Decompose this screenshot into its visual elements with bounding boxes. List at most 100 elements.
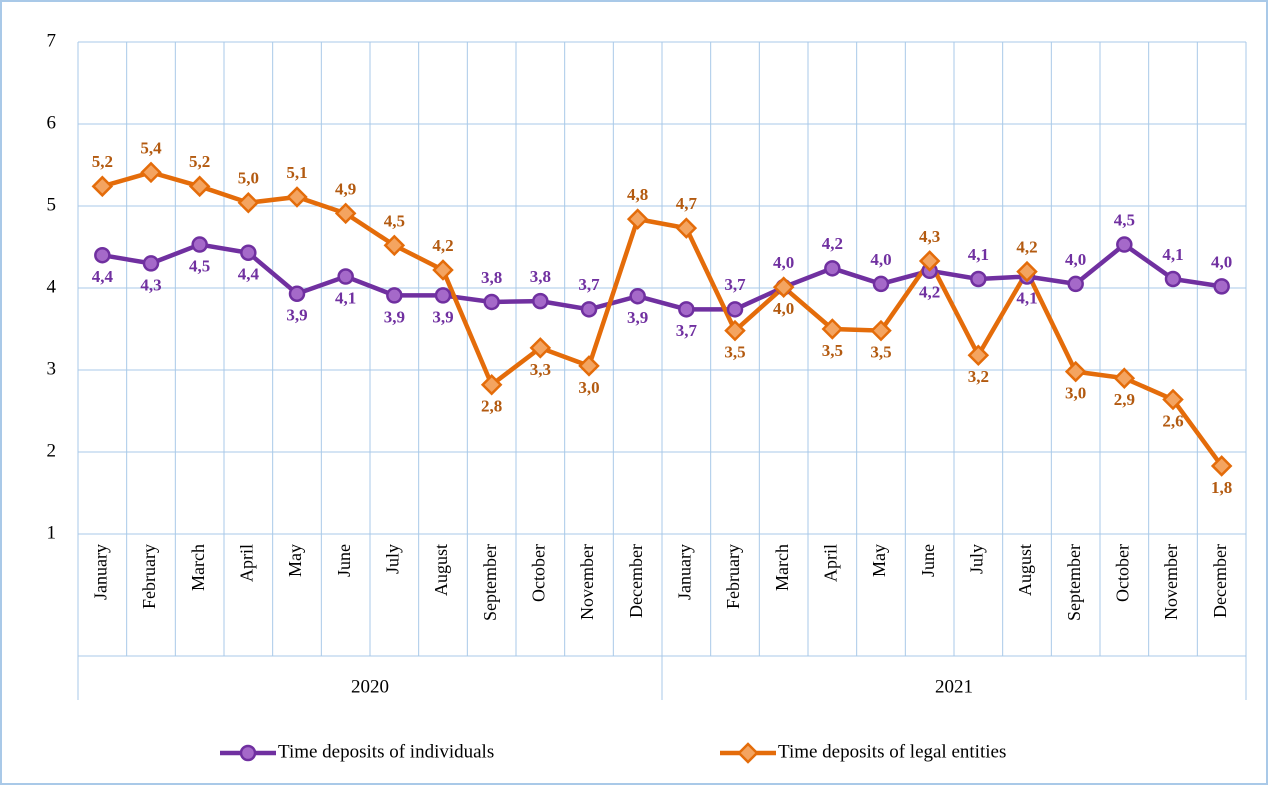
point-marker (1210, 455, 1233, 477)
point-marker (337, 268, 354, 285)
x-tick-label: November (1161, 544, 1181, 620)
x-tick-label: June (918, 544, 938, 577)
value-label: 3,0 (578, 378, 599, 397)
point-marker (432, 259, 454, 281)
point-marker (678, 301, 695, 318)
value-label: 4,5 (384, 211, 405, 230)
value-label: 3,7 (676, 321, 698, 340)
value-label: 4,2 (432, 236, 453, 255)
value-label: 5,2 (92, 152, 113, 171)
point-marker (1064, 360, 1087, 383)
point-marker (142, 255, 160, 272)
y-tick-label: 2 (47, 440, 57, 461)
value-label: 2,8 (481, 397, 502, 416)
x-tick-label: March (188, 544, 208, 591)
point-marker (480, 373, 503, 396)
value-label: 3,8 (530, 267, 551, 286)
value-label: 5,2 (189, 152, 210, 171)
x-tick-label: January (90, 544, 110, 600)
value-label: 4,7 (676, 194, 698, 213)
x-tick-label: October (528, 544, 548, 602)
point-marker (532, 292, 549, 310)
point-marker (288, 285, 306, 302)
y-tick-label: 3 (47, 358, 57, 379)
legend-label: Time deposits of individuals (278, 741, 494, 762)
point-marker (91, 175, 114, 198)
value-label: 3,5 (724, 343, 745, 362)
value-label: 3,5 (822, 341, 843, 360)
value-label: 4,4 (238, 265, 260, 284)
x-tick-label: August (431, 544, 451, 596)
y-tick-label: 7 (47, 30, 57, 51)
value-label: 4,2 (1016, 238, 1037, 257)
point-marker (237, 191, 260, 214)
point-marker (918, 250, 941, 272)
value-label: 2,6 (1162, 411, 1183, 430)
value-label: 3,2 (968, 367, 989, 386)
value-label: 3,9 (432, 307, 453, 326)
x-tick-label: May (285, 544, 305, 577)
x-tick-label: April (820, 544, 840, 582)
y-tick-label: 1 (47, 522, 57, 543)
value-label: 5,1 (286, 163, 307, 182)
point-marker (870, 319, 892, 342)
x-tick-label: September (480, 544, 500, 621)
y-tick-label: 4 (47, 276, 57, 297)
legend-marker (239, 744, 257, 762)
x-tick-label: July (966, 544, 986, 574)
point-marker (872, 275, 890, 293)
value-label: 4,0 (1065, 250, 1086, 269)
value-label: 4,0 (773, 253, 794, 272)
value-label: 3,7 (724, 275, 746, 294)
x-tick-label: May (869, 544, 889, 577)
value-label: 4,3 (919, 227, 940, 246)
value-label: 4,0 (773, 299, 794, 318)
x-tick-label: July (382, 544, 402, 574)
x-tick-label: September (1064, 544, 1084, 621)
legend-label: Time deposits of legal entities (778, 741, 1006, 762)
value-label: 4,2 (822, 234, 843, 253)
point-marker (286, 186, 308, 208)
point-marker (1116, 236, 1133, 253)
point-marker (1016, 260, 1038, 283)
x-tick-label: March (772, 544, 792, 591)
value-label: 4,5 (189, 256, 210, 275)
value-label: 3,3 (530, 360, 551, 379)
value-label: 4,1 (1016, 288, 1037, 307)
point-marker (1162, 388, 1184, 411)
point-marker (578, 355, 600, 377)
year-label: 2020 (351, 676, 389, 697)
point-marker (529, 337, 552, 359)
point-marker (821, 318, 844, 340)
x-tick-label: February (723, 544, 743, 609)
point-marker (1164, 270, 1182, 288)
value-label: 4,5 (1114, 210, 1135, 229)
x-tick-label: January (674, 544, 694, 600)
legend-marker (737, 742, 759, 764)
x-tick-label: June (334, 544, 354, 577)
point-marker (1067, 275, 1084, 293)
x-tick-label: November (577, 544, 597, 620)
value-label: 4,1 (1162, 245, 1183, 264)
point-marker (94, 246, 111, 264)
point-marker (191, 236, 208, 253)
value-label: 4,3 (140, 275, 161, 294)
value-label: 4,0 (1211, 252, 1232, 271)
point-marker (970, 270, 987, 288)
value-label: 3,0 (1065, 384, 1086, 403)
value-label: 4,9 (335, 179, 356, 198)
x-tick-label: August (1015, 544, 1035, 596)
y-tick-label: 5 (47, 194, 57, 215)
value-label: 3,7 (578, 275, 600, 294)
value-label: 4,0 (870, 250, 891, 269)
point-marker (824, 260, 841, 277)
x-tick-label: December (626, 544, 646, 618)
point-marker (483, 293, 500, 311)
value-label: 4,4 (92, 267, 114, 286)
point-marker (386, 287, 403, 304)
value-label: 5,4 (140, 138, 162, 157)
point-marker (383, 234, 406, 257)
x-tick-label: October (1112, 544, 1132, 602)
